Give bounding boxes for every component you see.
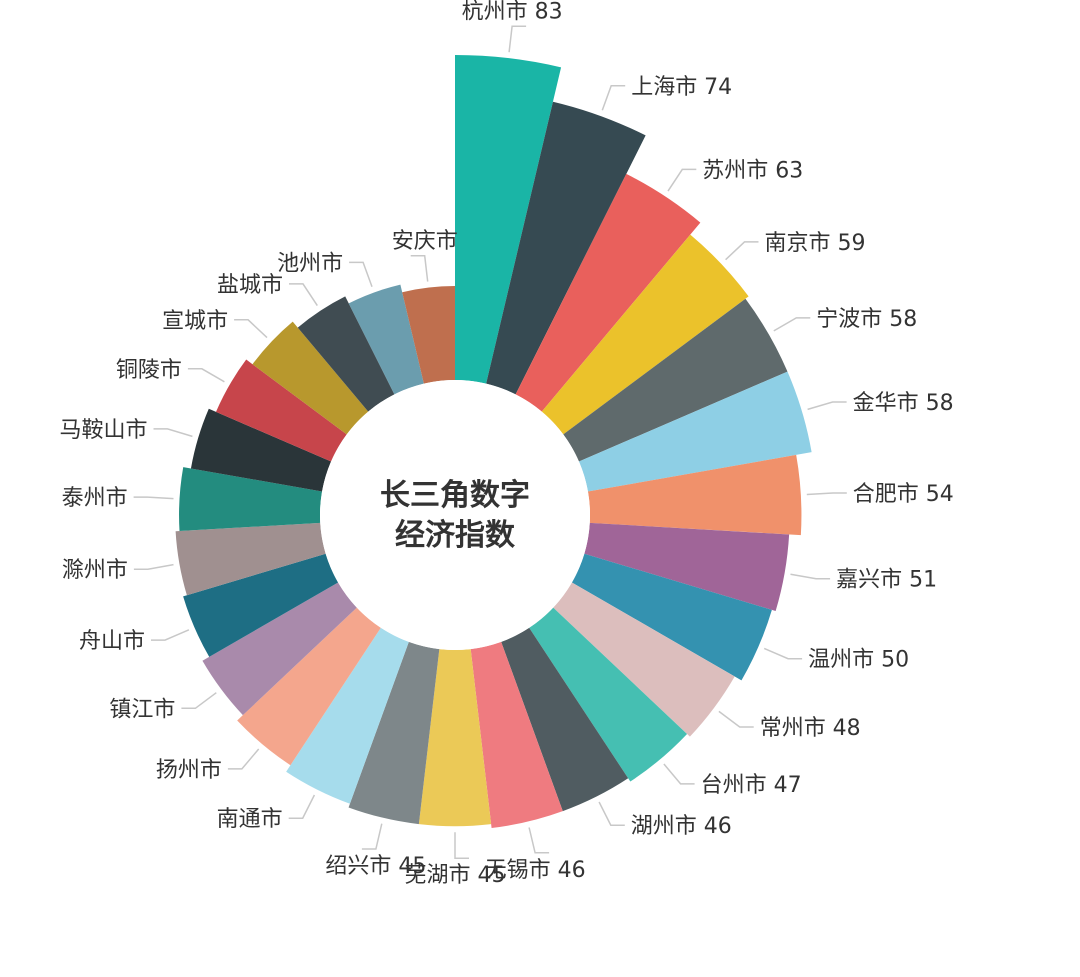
sector-3 — [541, 234, 749, 435]
sector-label-1: 上海市 74 — [631, 75, 732, 100]
leader-line-14 — [361, 823, 383, 850]
leader-line-23 — [234, 319, 268, 339]
leader-line-16 — [227, 748, 260, 770]
leader-line-25 — [349, 261, 373, 288]
leader-line-24 — [289, 283, 318, 307]
sector-label-26: 安庆市 — [392, 229, 458, 254]
leader-line-9 — [718, 710, 754, 728]
leader-line-12 — [528, 827, 550, 854]
sector-label-21: 马鞍山市 — [59, 418, 147, 443]
leader-line-21 — [153, 428, 193, 438]
leader-line-20 — [133, 496, 174, 500]
leader-line-22 — [187, 368, 225, 383]
sector-25 — [348, 284, 424, 395]
sector-7 — [584, 522, 790, 611]
sector-8 — [571, 553, 772, 681]
sector-label-13: 芜湖市 45 — [405, 863, 506, 888]
sector-label-3: 南京市 59 — [765, 231, 866, 256]
sector-6 — [587, 454, 802, 536]
leader-line-13 — [454, 832, 469, 859]
sector-label-2: 苏州市 63 — [702, 158, 803, 183]
sector-label-17: 镇江市 — [109, 697, 175, 722]
leader-line-5 — [807, 401, 847, 411]
sector-label-24: 盐城市 — [217, 273, 283, 298]
sector-13 — [418, 649, 492, 827]
leader-line-19 — [133, 563, 174, 570]
center-hole — [320, 380, 590, 650]
sector-label-4: 宁波市 58 — [816, 307, 917, 332]
sector-label-19: 滁州市 — [62, 558, 128, 583]
sector-label-8: 温州市 50 — [808, 648, 909, 673]
sector-11 — [501, 627, 629, 812]
sector-18 — [183, 553, 339, 657]
leader-line-4 — [773, 317, 811, 332]
leader-line-0 — [508, 25, 527, 53]
sector-16 — [237, 607, 381, 766]
sector-22 — [215, 359, 347, 462]
sector-23 — [252, 321, 369, 435]
leader-line-15 — [288, 794, 316, 819]
sector-24 — [297, 296, 395, 412]
sector-label-11: 湖州市 46 — [631, 814, 732, 839]
sector-label-9: 常州市 48 — [760, 716, 861, 741]
sector-4 — [563, 298, 788, 462]
sector-17 — [202, 582, 357, 716]
sector-label-0: 杭州市 83 — [462, 0, 563, 24]
leader-line-17 — [181, 692, 217, 710]
leader-line-7 — [790, 573, 831, 580]
leader-line-1 — [601, 85, 626, 111]
sector-label-6: 合肥市 54 — [853, 482, 954, 507]
leader-line-10 — [663, 763, 695, 785]
sector-label-10: 台州市 47 — [701, 773, 802, 798]
sector-21 — [190, 408, 332, 492]
sector-15 — [286, 627, 409, 804]
chart-title-line-2: 经济指数 — [395, 518, 516, 553]
sector-label-7: 嘉兴市 51 — [836, 568, 937, 593]
sector-label-14: 绍兴市 45 — [325, 854, 426, 879]
sector-20 — [179, 467, 323, 532]
sector-label-16: 扬州市 — [156, 758, 222, 783]
sector-10 — [529, 607, 688, 782]
chart-leader-lines — [133, 25, 847, 859]
sector-19 — [175, 522, 326, 596]
leader-line-8 — [763, 647, 803, 660]
sector-label-20: 泰州市 — [62, 486, 128, 511]
sector-5 — [578, 371, 812, 492]
sector-label-5: 金华市 58 — [853, 391, 954, 416]
leader-line-18 — [151, 629, 190, 641]
chart-labels: 杭州市 83 上海市 74 苏州市 63 南京市 59 宁波市 58 金华市 58 合肥市 … — [59, 0, 953, 888]
sector-label-15: 南通市 — [217, 807, 283, 832]
sector-label-25: 池州市 — [277, 251, 343, 276]
sector-12 — [470, 641, 563, 828]
leader-line-3 — [725, 241, 759, 261]
chart-title-line-1: 长三角数字 — [380, 478, 530, 513]
sector-9 — [553, 582, 735, 737]
sector-14 — [348, 641, 440, 825]
sector-label-22: 铜陵市 — [116, 358, 182, 383]
sector-label-12: 无锡市 46 — [485, 858, 586, 883]
sector-26 — [402, 286, 455, 384]
sector-label-23: 宣城市 — [162, 309, 228, 334]
leader-line-11 — [598, 801, 625, 826]
sector-2 — [515, 173, 701, 412]
leader-line-6 — [806, 492, 847, 496]
leader-line-2 — [667, 168, 697, 192]
sector-0 — [455, 55, 562, 384]
leader-line-26 — [410, 255, 429, 282]
sector-1 — [486, 101, 646, 395]
sector-label-18: 舟山市 — [79, 629, 145, 654]
chart-sectors — [175, 55, 812, 828]
